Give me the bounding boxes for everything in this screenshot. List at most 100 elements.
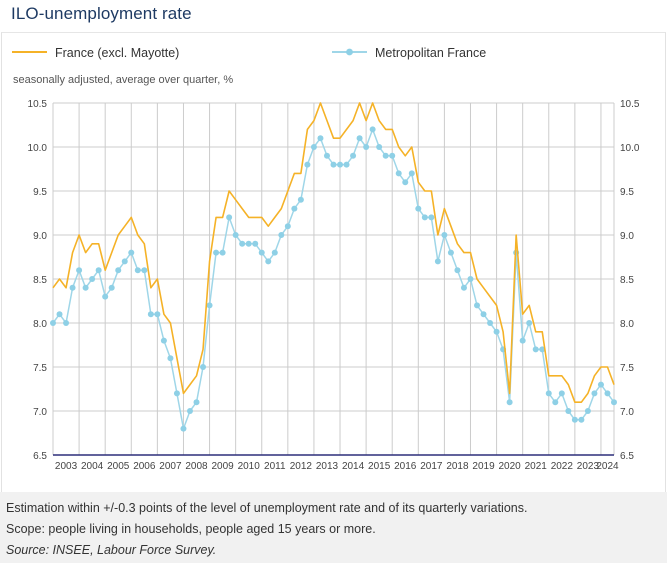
- y-tick-label-left: 10.0: [28, 143, 48, 154]
- data-point-metropolitan: [428, 214, 435, 221]
- y-tick-label-right: 10.5: [620, 99, 640, 110]
- data-point-metropolitan: [571, 416, 578, 423]
- data-point-metropolitan: [226, 214, 233, 221]
- data-point-metropolitan: [402, 179, 409, 186]
- chart-container: France (excl. Mayotte) Metropolitan Fran…: [1, 32, 666, 494]
- data-point-metropolitan: [591, 390, 598, 397]
- x-tick-label: 2003: [55, 461, 78, 472]
- data-point-metropolitan: [134, 267, 141, 274]
- x-tick-label: 2019: [472, 461, 495, 472]
- data-point-metropolitan: [356, 135, 363, 142]
- x-tick-label: 2023: [577, 461, 600, 472]
- x-tick-label: 2018: [446, 461, 469, 472]
- data-point-metropolitan: [245, 240, 252, 247]
- y-tick-label-left: 6.5: [33, 451, 47, 462]
- y-tick-label-right: 9.5: [620, 187, 634, 198]
- chart-grid: [52, 102, 615, 456]
- series-line-france: [52, 102, 615, 403]
- data-point-metropolitan: [265, 258, 272, 265]
- data-point-metropolitan: [382, 152, 389, 159]
- x-axis: 2003 2004 2005 2006 2007 2008 2009 2010 2011 2012…: [55, 461, 619, 472]
- x-tick-label: 2015: [368, 461, 391, 472]
- data-point-metropolitan: [526, 320, 533, 326]
- x-tick-label: 2017: [420, 461, 443, 472]
- data-point-metropolitan: [154, 311, 161, 318]
- data-point-metropolitan: [376, 144, 383, 150]
- x-tick-label: 2009: [211, 461, 234, 472]
- y-tick-label-right: 8.5: [620, 275, 634, 286]
- x-tick-label: 2021: [525, 461, 548, 472]
- data-point-metropolitan: [454, 267, 461, 274]
- y-axis-left: 10.5 10.0 9.5 9.0 8.5 8.0 7.5 7.0 6.5: [28, 99, 48, 462]
- data-point-metropolitan: [487, 320, 494, 326]
- data-point-metropolitan: [421, 214, 428, 221]
- data-point-metropolitan: [343, 161, 350, 168]
- y-tick-label-left: 8.0: [33, 319, 47, 330]
- data-point-metropolitan: [297, 196, 304, 203]
- data-point-metropolitan: [63, 320, 70, 326]
- y-tick-label-right: 7.0: [620, 407, 634, 418]
- x-tick-label: 2022: [551, 461, 574, 472]
- y-tick-label-left: 7.5: [33, 363, 47, 374]
- data-point-metropolitan: [82, 284, 89, 291]
- data-point-metropolitan: [115, 267, 122, 274]
- data-point-metropolitan: [278, 232, 285, 238]
- x-tick-label: 2012: [290, 461, 313, 472]
- chart-series: [50, 102, 617, 432]
- x-tick-label: 2024: [596, 461, 619, 472]
- title-bar: ILO-unemployment rate: [0, 0, 667, 32]
- data-point-metropolitan: [128, 249, 135, 256]
- data-point-metropolitan: [291, 205, 298, 212]
- data-point-metropolitan: [252, 240, 259, 247]
- data-point-metropolitan: [337, 161, 344, 168]
- legend-france-label: France (excl. Mayotte): [55, 46, 179, 60]
- y-tick-label-left: 7.0: [33, 407, 47, 418]
- data-point-metropolitan: [552, 399, 559, 406]
- y-tick-label-right: 10.0: [620, 143, 640, 154]
- data-point-metropolitan: [147, 311, 154, 318]
- y-tick-label-left: 10.5: [28, 99, 48, 110]
- data-point-metropolitan: [173, 390, 180, 397]
- data-point-metropolitan: [597, 381, 604, 388]
- data-point-metropolitan: [434, 258, 441, 265]
- data-point-metropolitan: [539, 346, 546, 353]
- data-point-metropolitan: [415, 205, 422, 212]
- data-point-metropolitan: [532, 346, 539, 353]
- x-tick-label: 2005: [107, 461, 130, 472]
- data-point-metropolitan: [369, 126, 376, 133]
- data-point-metropolitan: [121, 258, 128, 265]
- data-point-metropolitan: [317, 135, 324, 142]
- data-point-metropolitan: [56, 311, 63, 318]
- data-point-metropolitan: [474, 302, 481, 309]
- data-point-metropolitan: [304, 161, 311, 168]
- y-tick-label-left: 8.5: [33, 275, 47, 286]
- unemployment-chart: France (excl. Mayotte) Metropolitan Fran…: [12, 46, 640, 472]
- chart-legend: France (excl. Mayotte) Metropolitan Fran…: [12, 46, 486, 60]
- data-point-metropolitan: [447, 249, 454, 256]
- x-tick-label: 2007: [159, 461, 182, 472]
- y-tick-label-left: 9.0: [33, 231, 47, 242]
- data-point-metropolitan: [565, 408, 572, 414]
- legend-metropolitan-label: Metropolitan France: [375, 46, 486, 60]
- data-point-metropolitan: [160, 337, 167, 344]
- y-tick-label-right: 8.0: [620, 319, 634, 330]
- y-tick-label-right: 7.5: [620, 363, 634, 374]
- data-point-metropolitan: [604, 390, 611, 397]
- data-point-metropolitan: [408, 170, 415, 177]
- data-point-metropolitan: [213, 249, 220, 256]
- y-axis-right: 10.5 10.0 9.5 9.0 8.5 8.0 7.5 7.0 6.5: [620, 99, 640, 462]
- footer-source: Source: INSEE, Labour Force Survey.: [6, 543, 217, 557]
- data-point-metropolitan: [519, 337, 526, 344]
- data-point-metropolitan: [219, 249, 226, 256]
- data-point-metropolitan: [395, 170, 402, 177]
- x-tick-label: 2010: [238, 461, 261, 472]
- data-point-metropolitan: [558, 390, 565, 397]
- data-point-metropolitan: [232, 232, 239, 238]
- footer-note-scope: Scope: people living in households, peop…: [6, 522, 376, 536]
- data-point-metropolitan: [480, 311, 487, 318]
- data-point-metropolitan: [271, 249, 278, 256]
- x-tick-label: 2011: [264, 461, 286, 472]
- chart-subtitle: seasonally adjusted, average over quarte…: [13, 74, 233, 86]
- data-point-metropolitan: [200, 364, 207, 370]
- data-point-metropolitan: [141, 267, 148, 274]
